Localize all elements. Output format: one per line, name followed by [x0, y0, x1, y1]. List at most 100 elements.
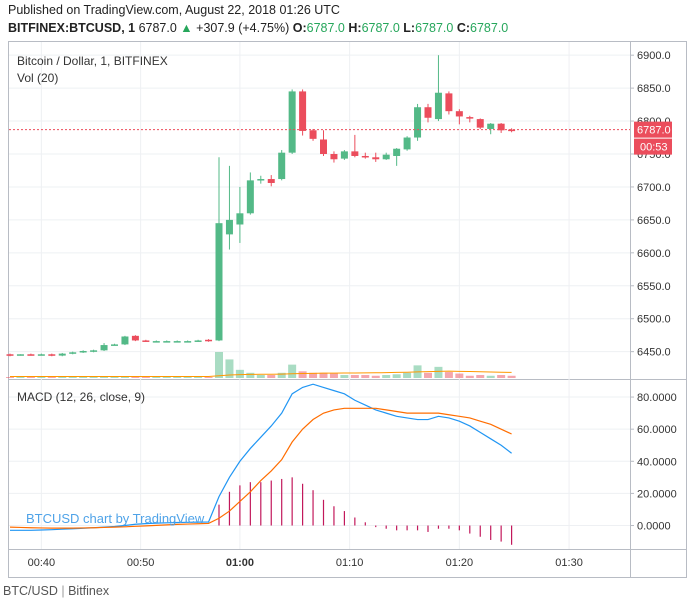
countdown-tag-label: 00:53 [640, 142, 668, 154]
candle-body [382, 154, 390, 160]
price-tick-label: 6850.0 [637, 83, 671, 95]
candle-body [267, 179, 275, 183]
candle-body [205, 339, 213, 342]
volume-bar [173, 377, 182, 378]
price-tick-label: 6900.0 [637, 50, 671, 62]
candle-body [424, 107, 432, 118]
volume-bar [371, 375, 380, 378]
volume-bar [68, 377, 77, 378]
volume-bar [120, 377, 129, 378]
candle-body [100, 345, 108, 351]
time-tick-label: 00:40 [28, 557, 56, 569]
footer-separator: | [61, 584, 65, 598]
candle-body [194, 340, 202, 342]
candle-body [361, 155, 369, 158]
volume-bar [47, 377, 56, 378]
volume-bar [350, 375, 359, 378]
candle-body [487, 123, 495, 129]
candles [6, 55, 516, 357]
candle-body [152, 341, 160, 343]
symbol-label: BITFINEX:BTCUSD, 1 [8, 21, 136, 35]
volume-bar [455, 373, 464, 378]
last-price: 6787.0 [138, 21, 177, 35]
volume-bar [183, 377, 192, 378]
volume-bar [392, 374, 401, 378]
last-price-tag [634, 121, 672, 138]
candle-body [142, 340, 150, 342]
candle-body [48, 354, 56, 356]
candle-body [236, 213, 244, 225]
macd-tick-label: 0.0000 [637, 521, 671, 533]
candle-body [69, 352, 77, 354]
chart-frame [8, 41, 687, 578]
time-tick-label: 01:10 [336, 557, 364, 569]
price-tick-label: 6550.0 [637, 281, 671, 293]
candle-body [466, 117, 474, 119]
change-arrow-icon: ▲ [180, 21, 193, 35]
volume-bar [444, 372, 453, 378]
volume-bar [256, 375, 265, 378]
candle-body [246, 180, 254, 214]
macd-pane-title: MACD (12, 26, close, 9) [17, 390, 145, 404]
volume-bar [162, 377, 171, 378]
volume-bar [246, 372, 255, 378]
volume-bar [309, 372, 318, 378]
volume-bar [288, 364, 297, 378]
candle-body [163, 341, 171, 343]
tradingview-watermark: BTCUSD chart by TradingView [26, 511, 205, 526]
volume-bar [194, 377, 203, 378]
candle-body [393, 148, 401, 156]
countdown-tag [634, 138, 672, 155]
candle-body [330, 154, 338, 160]
last-price-tag-label: 6787.0 [637, 125, 671, 137]
macd-tick-label: 40.0000 [637, 456, 677, 468]
volume-bar [319, 372, 328, 378]
volume-bar [26, 377, 35, 378]
candle-body [414, 107, 422, 138]
candle-body [445, 93, 453, 112]
volume-bar [131, 377, 140, 378]
time-tick-label: 01:20 [446, 557, 474, 569]
candle-body [79, 350, 87, 353]
volume-bar [225, 359, 234, 378]
macd-pane [9, 383, 513, 545]
volume-bar [382, 375, 391, 378]
volume-bar [110, 377, 119, 378]
price-tick-label: 6650.0 [637, 215, 671, 227]
candle-body [215, 223, 223, 341]
candle-body [508, 129, 516, 132]
open-label: O: [292, 21, 307, 35]
volume-bar [16, 377, 25, 378]
candle-body [403, 137, 411, 150]
volume-bar [465, 375, 474, 378]
footer: BTC/USD | Bitfinex [3, 584, 109, 598]
volume-bar [497, 375, 506, 378]
macd-tick-label: 80.0000 [637, 392, 677, 404]
candle-body [340, 151, 348, 159]
axes: 00:40 00:50 01:00 01:10 01:20 01:30 6900.0 6850… [9, 50, 677, 569]
volume-bars [6, 352, 516, 378]
volume-bar [277, 372, 286, 378]
candle-body [351, 151, 359, 156]
candle-body [111, 344, 118, 346]
candle-body [288, 91, 296, 153]
volume-bar [340, 375, 349, 378]
volume-bar [100, 377, 109, 378]
candle-body [27, 354, 35, 356]
candle-body [299, 91, 307, 131]
candle-body [121, 336, 129, 345]
candle-body [372, 157, 380, 160]
volume-bar [329, 373, 338, 378]
volume-bar [79, 377, 88, 378]
candle-body [225, 219, 233, 235]
candle-body [173, 341, 181, 343]
time-tick-label: 01:00 [226, 557, 254, 569]
candle-body [6, 354, 14, 356]
price-tick-label: 6500.0 [637, 314, 671, 326]
macd-tick-label: 20.0000 [637, 488, 677, 500]
macd-tick-label: 60.0000 [637, 424, 677, 436]
candle-body [184, 341, 192, 343]
volume-bar [235, 369, 244, 378]
volume-bar [424, 372, 432, 378]
